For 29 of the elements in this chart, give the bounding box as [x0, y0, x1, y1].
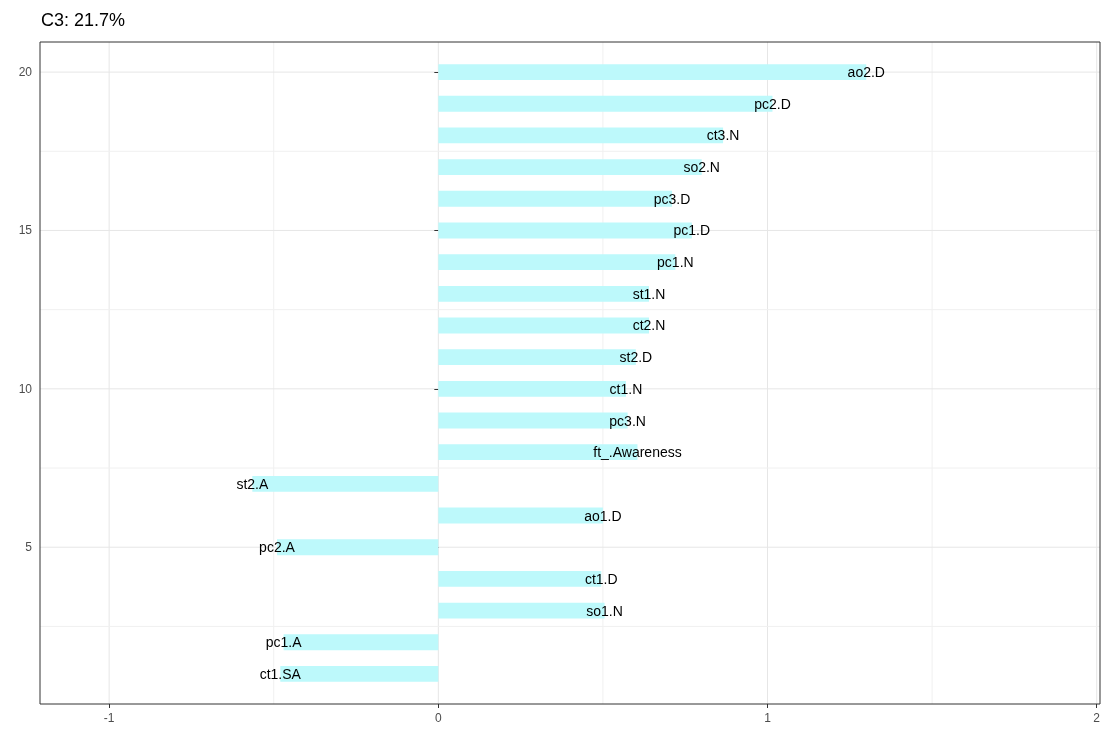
annotation: st2.D: [619, 349, 653, 366]
annotation: pc1.N: [657, 254, 694, 271]
x-tick-label: 0: [434, 711, 442, 725]
y-tick-label: 10: [18, 381, 33, 396]
annotation: ct1.SA: [259, 665, 302, 682]
annotation: so2.N: [683, 159, 720, 176]
annotation: pc2.A: [259, 539, 296, 556]
annotation: st1.N: [632, 285, 666, 302]
x-tick-label: 2: [1093, 711, 1101, 725]
annotation: st2.A: [236, 475, 269, 492]
y-tick-label: 20: [18, 65, 33, 80]
annotation: ao2.D: [847, 64, 885, 81]
y-tick-label: 15: [18, 223, 33, 238]
annotation: pc3.N: [609, 412, 646, 429]
annotation: pc3.D: [653, 190, 691, 207]
annotation: ct2.N: [632, 317, 666, 334]
annotation: ft_.Awareness: [593, 444, 682, 461]
x-tick-label: -1: [103, 711, 115, 725]
annotation: ct1.N: [609, 380, 643, 397]
y-tick-label: 5: [25, 540, 33, 555]
annotation: pc1.D: [673, 222, 711, 239]
annotation: ct1.D: [584, 570, 618, 587]
annotation: ao1.D: [584, 507, 622, 524]
chart-title: C3: 21.7%: [41, 10, 126, 30]
annotation: pc2.D: [754, 95, 791, 112]
annotation: ct3.N: [706, 127, 740, 144]
x-tick-label: 1: [764, 711, 772, 725]
annotation: so1.N: [586, 602, 623, 619]
annotation: pc1.A: [265, 634, 303, 651]
